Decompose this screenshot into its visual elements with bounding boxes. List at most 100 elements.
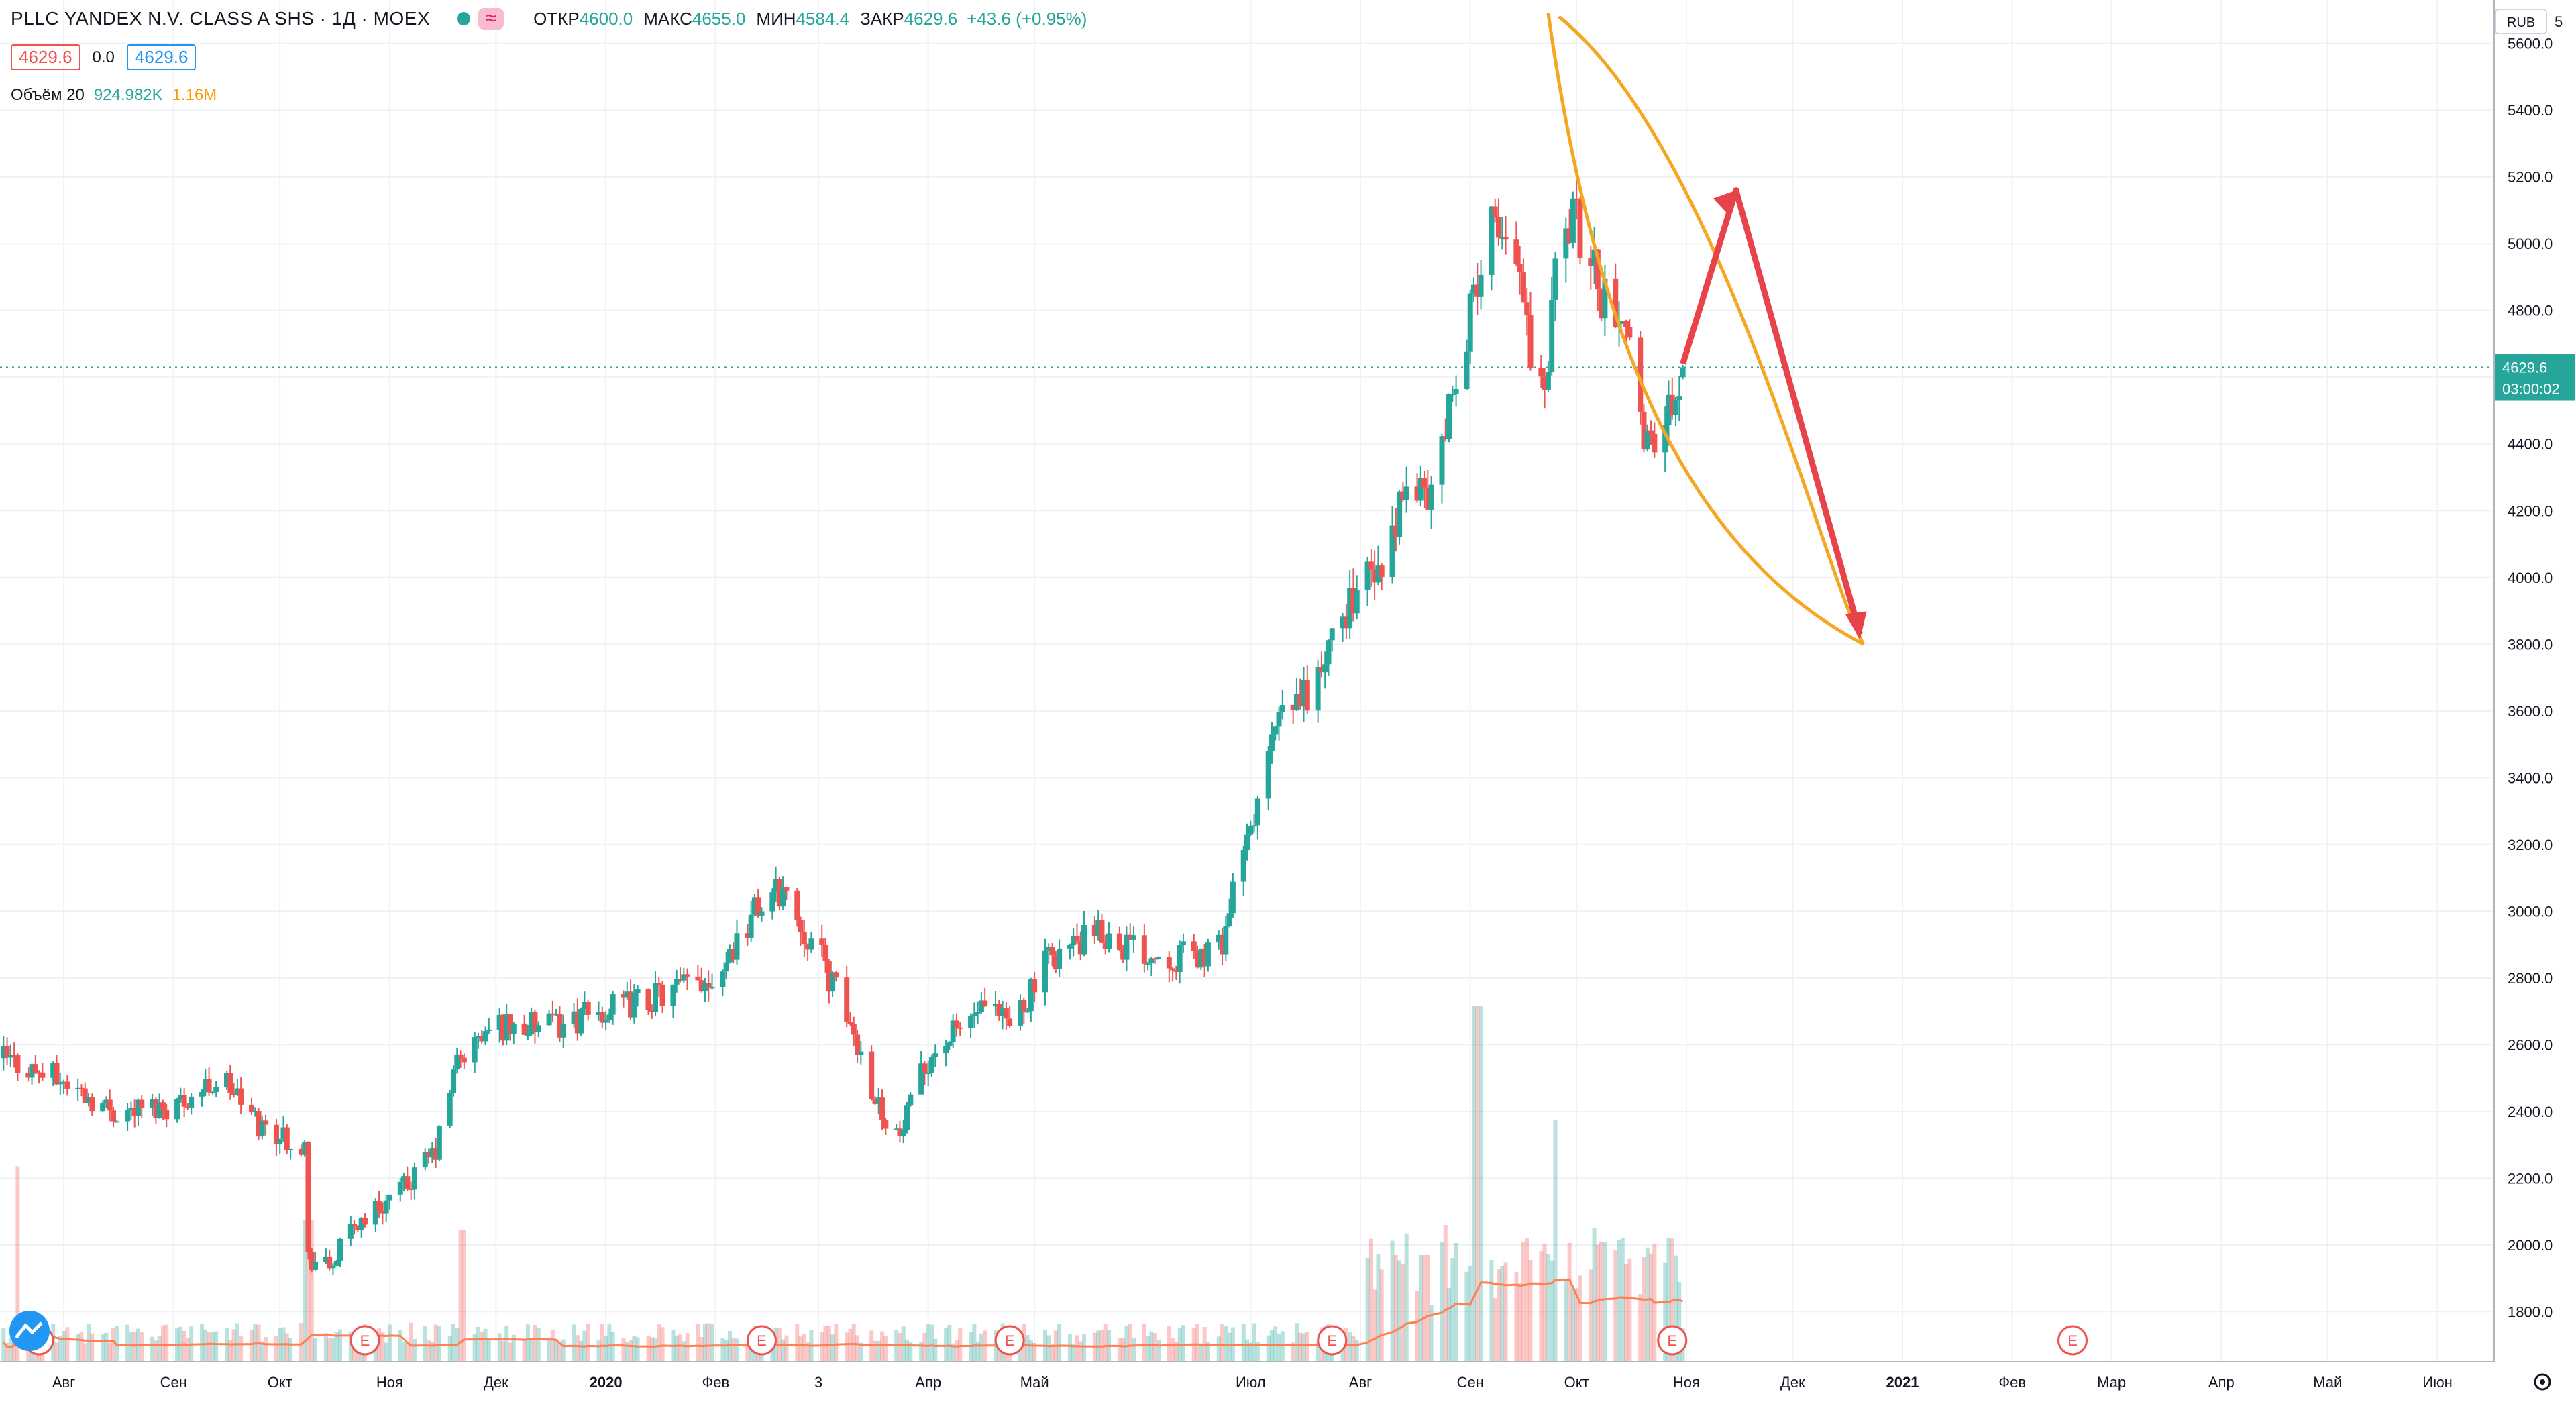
candle-body[interactable] <box>631 993 637 1018</box>
candle-body[interactable] <box>851 1024 857 1035</box>
candle-body[interactable] <box>1503 237 1509 240</box>
candle-body[interactable] <box>656 983 662 985</box>
candle-body[interactable] <box>150 1099 156 1108</box>
candle-body[interactable] <box>1397 491 1403 537</box>
candle-body[interactable] <box>40 1072 46 1078</box>
candle-body[interactable] <box>482 1031 488 1042</box>
candle-body[interactable] <box>114 1121 120 1123</box>
candle-body[interactable] <box>702 983 708 991</box>
candle-body[interactable] <box>1474 284 1481 297</box>
candle-body[interactable] <box>160 1102 166 1110</box>
candle-body[interactable] <box>1230 881 1236 914</box>
candle-body[interactable] <box>1301 680 1307 707</box>
candle-body[interactable] <box>1414 486 1420 501</box>
candle-body[interactable] <box>496 1014 502 1030</box>
candle-body[interactable] <box>1538 368 1544 377</box>
earnings-marker[interactable]: E <box>2057 1325 2088 1356</box>
candle-body[interactable] <box>451 1069 456 1093</box>
candle-body[interactable] <box>15 1055 21 1073</box>
candle-body[interactable] <box>978 1000 984 1012</box>
candle-body[interactable] <box>447 1093 453 1126</box>
candle-body[interactable] <box>709 987 715 989</box>
candle-body[interactable] <box>596 1012 602 1015</box>
candle-body[interactable] <box>1095 920 1102 936</box>
candle-body[interactable] <box>1379 565 1385 577</box>
candle-body[interactable] <box>532 1012 538 1032</box>
candle-body[interactable] <box>280 1127 286 1139</box>
candle-body[interactable] <box>227 1073 233 1093</box>
candle-body[interactable] <box>1024 1011 1030 1013</box>
candle-body[interactable] <box>1619 321 1625 324</box>
candle-body[interactable] <box>869 1051 875 1099</box>
candle-body[interactable] <box>1644 430 1650 450</box>
candle-body[interactable] <box>1166 957 1172 969</box>
candle-body[interactable] <box>1400 491 1406 500</box>
candle-body[interactable] <box>475 1036 481 1038</box>
candle-body[interactable] <box>1 1046 7 1059</box>
candle-body[interactable] <box>610 994 616 1015</box>
candle-body[interactable] <box>684 974 690 977</box>
candle-body[interactable] <box>1091 925 1097 936</box>
candle-body[interactable] <box>426 1152 432 1158</box>
candle-body[interactable] <box>780 887 786 907</box>
candle-body[interactable] <box>1124 934 1130 960</box>
candle-body[interactable] <box>571 1011 577 1024</box>
candle-body[interactable] <box>1099 920 1105 943</box>
candle-body[interactable] <box>776 879 782 907</box>
candle-body[interactable] <box>1676 396 1682 400</box>
candle-body[interactable] <box>1450 394 1456 396</box>
candle-body[interactable] <box>745 933 751 938</box>
currency-box[interactable] <box>2495 9 2547 34</box>
candle-body[interactable] <box>184 1106 191 1108</box>
candle-body[interactable] <box>1127 934 1133 940</box>
candle-body[interactable] <box>500 1014 506 1041</box>
candle-body[interactable] <box>1478 274 1484 297</box>
candle-body[interactable] <box>822 944 828 961</box>
candle-body[interactable] <box>801 932 807 945</box>
candle-body[interactable] <box>305 1142 311 1252</box>
candle-body[interactable] <box>1254 798 1260 826</box>
candle-body[interactable] <box>720 971 726 987</box>
candle-body[interactable] <box>479 1036 485 1042</box>
candle-body[interactable] <box>1648 430 1654 434</box>
candle-body[interactable] <box>1492 206 1498 217</box>
candle-body[interactable] <box>1071 936 1077 946</box>
candle-body[interactable] <box>794 890 800 920</box>
candle-body[interactable] <box>1595 249 1601 290</box>
candle-body[interactable] <box>64 1081 70 1089</box>
earnings-marker[interactable]: E <box>1317 1325 1348 1356</box>
candle-body[interactable] <box>1265 751 1271 799</box>
candle-body[interactable] <box>111 1110 116 1122</box>
candle-body[interactable] <box>858 1051 864 1055</box>
bid-price-box[interactable]: 4629.6 <box>11 44 80 70</box>
candle-body[interactable] <box>674 979 680 985</box>
candle-body[interactable] <box>659 984 665 1006</box>
candle-body[interactable] <box>454 1054 460 1070</box>
candle-body[interactable] <box>1623 321 1629 327</box>
candle-body[interactable] <box>621 994 627 998</box>
candle-body[interactable] <box>383 1200 389 1214</box>
candle-body[interactable] <box>844 977 850 1022</box>
candle-body[interactable] <box>302 1142 308 1155</box>
earnings-marker[interactable]: E <box>994 1325 1025 1356</box>
candle-body[interactable] <box>727 949 733 963</box>
candle-body[interactable] <box>1248 825 1254 835</box>
candle-body[interactable] <box>957 1027 963 1029</box>
candle-body[interactable] <box>199 1092 205 1097</box>
candle-body[interactable] <box>1599 289 1605 319</box>
candle-body[interactable] <box>139 1099 145 1108</box>
candle-body[interactable] <box>1329 628 1335 641</box>
candle-body[interactable] <box>872 1099 878 1104</box>
ask-price-box[interactable]: 4629.6 <box>126 44 197 70</box>
candle-body[interactable] <box>1297 694 1303 707</box>
candle-body[interactable] <box>174 1099 180 1120</box>
candle-body[interactable] <box>429 1148 435 1158</box>
candle-body[interactable] <box>1067 945 1073 949</box>
candle-body[interactable] <box>1155 957 1161 959</box>
candle-body[interactable] <box>128 1107 134 1110</box>
candle-body[interactable] <box>181 1095 187 1107</box>
candle-body[interactable] <box>578 1008 584 1034</box>
candle-body[interactable] <box>1666 394 1672 425</box>
candle-body[interactable] <box>1673 400 1679 415</box>
